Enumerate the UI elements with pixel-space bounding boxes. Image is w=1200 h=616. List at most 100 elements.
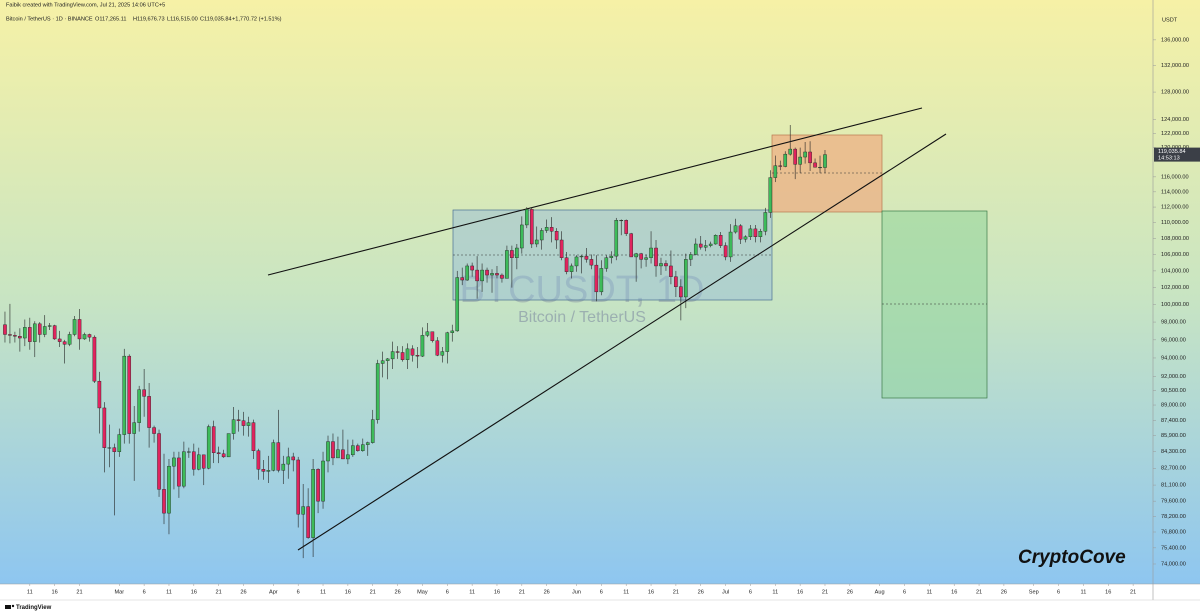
candle-body [664,263,668,267]
candle-body [32,323,37,342]
candle-body [823,154,827,168]
candle-body [286,456,291,465]
candle-body [117,434,122,452]
x-tick-label: 6 [903,589,906,595]
candle-body [360,444,365,451]
candle-body [788,148,793,155]
candle-body [246,422,251,426]
target-box [881,210,988,399]
x-tick-label: Sep [1029,589,1039,595]
candle-body [505,250,509,279]
x-tick-label: 21 [519,589,525,595]
symbol-legend: Bitcoin / TetherUS · 1D · BINANCE O117,2… [6,16,282,22]
x-tick-label: 11 [320,589,326,595]
candle-body [455,277,460,332]
candle-body [276,442,281,471]
candle-body [167,465,171,514]
price-tag-label: 119,035.84 [1158,149,1186,155]
candle-body [18,336,22,339]
candle-body [52,325,57,340]
candle-body [569,265,574,272]
candle-body [465,265,469,281]
y-tick-label: 110,000.00 [1161,220,1189,226]
candle-body [206,426,211,469]
candle-body [256,450,261,470]
candle-body [3,324,7,335]
candle-body [266,470,271,472]
candle-body [539,230,544,241]
candle-body [793,148,797,165]
x-tick-label: 11 [623,589,629,595]
candle-body [778,165,783,167]
candle-body [818,167,822,169]
candle-body [559,239,564,258]
y-tick-label: 92,000.00 [1161,374,1186,380]
candle-body [589,259,594,266]
x-tick-label: 21 [976,589,982,595]
candle-body [296,459,300,515]
candle-body [142,389,146,397]
upper-trendline [267,107,923,276]
candle-body [37,323,42,335]
ohlc-high: H119,676.73 [133,16,165,22]
candle-body [28,327,32,342]
x-tick-label: 11 [772,589,778,595]
candle-body [659,263,663,267]
candle-body [733,225,738,233]
x-tick-label: 11 [27,589,33,595]
candle-body [23,327,27,339]
candle-body [380,360,385,364]
candle-body [162,489,166,514]
x-tick-label: 21 [216,589,222,595]
candle-body [82,334,87,340]
y-tick-label: 84,300.00 [1161,449,1186,455]
x-tick-label: 16 [494,589,500,595]
y-tick-label: 82,700.00 [1161,466,1186,472]
y-tick-label: 122,000.00 [1161,131,1189,137]
price-tag [1154,147,1200,162]
candle-body [331,441,335,459]
x-tick-label: 6 [1057,589,1060,595]
symbol: Bitcoin / TetherUS · 1D · BINANCE [6,16,93,22]
candle-body [654,247,658,267]
candle-body [351,445,355,456]
candle-body [445,332,450,352]
y-tick-label: 78,200.00 [1161,514,1186,520]
candle-body [122,355,127,435]
candle-body [515,247,519,258]
x-tick-label: May [417,589,428,595]
candle-body [306,506,310,538]
y-tick-label: 75,400.00 [1161,545,1186,551]
candle-body [236,419,241,421]
candle-body [609,255,614,258]
y-tick-label: 76,800.00 [1161,529,1186,535]
candle-body [490,273,494,276]
credit: Faibik created with TradingView.com, Jul… [6,2,165,8]
candle-body [216,452,221,455]
candle-body [375,363,380,420]
candle-body [311,469,315,538]
y-tick-label: 112,000.00 [1161,205,1189,211]
x-tick-label: 16 [648,589,654,595]
candle-body [410,348,415,356]
candle-body [321,460,325,502]
candle-body [87,334,92,338]
candle-body [510,250,514,258]
candle-body [435,340,440,356]
candle-body [554,231,559,241]
candle-body [614,220,619,257]
candle-body [157,433,161,490]
candle-body [549,227,554,232]
candle-body [430,331,435,341]
candle-body [639,253,643,260]
candle-body [634,253,638,258]
candle-body [316,469,320,502]
x-tick-label: 6 [143,589,146,595]
x-tick-label: 21 [76,589,82,595]
candle-body [753,228,758,238]
candle-body [813,162,817,168]
candle-body [574,256,579,267]
y-tick-label: 100,000.00 [1161,302,1189,308]
candle-body [341,449,345,460]
